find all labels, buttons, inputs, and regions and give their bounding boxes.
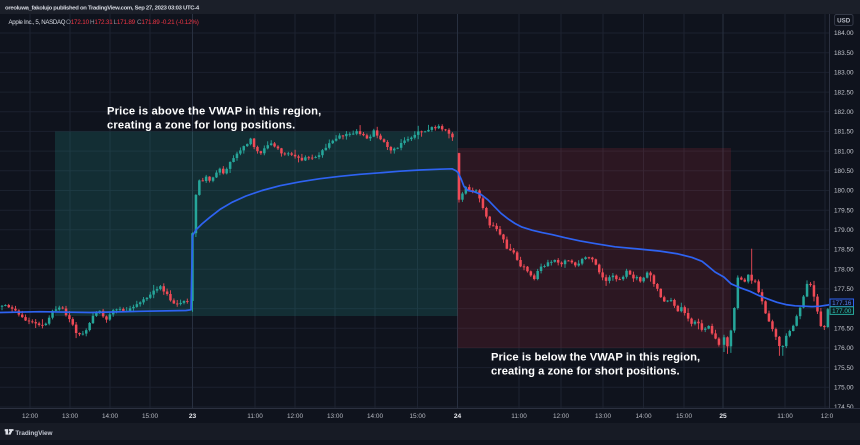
- svg-text:177.50: 177.50: [834, 286, 854, 293]
- svg-text:174.50: 174.50: [834, 404, 854, 411]
- svg-text:H172.31: H172.31: [90, 19, 113, 26]
- svg-text:25: 25: [719, 413, 727, 420]
- svg-text:14:00: 14:00: [636, 413, 652, 420]
- svg-text:179.50: 179.50: [834, 207, 854, 214]
- svg-text:15:00: 15:00: [676, 413, 692, 420]
- svg-text:11:00: 11:00: [247, 413, 263, 420]
- svg-text:182.00: 182.00: [834, 109, 854, 116]
- svg-text:12:00: 12:00: [22, 413, 38, 420]
- svg-text:177.16: 177.16: [832, 300, 852, 307]
- svg-text:15:00: 15:00: [410, 413, 426, 420]
- svg-text:TradingView: TradingView: [15, 430, 52, 437]
- svg-text:L171.89: L171.89: [114, 19, 136, 26]
- svg-text:175.50: 175.50: [834, 365, 854, 372]
- svg-text:O172.10: O172.10: [66, 19, 90, 26]
- svg-text:24: 24: [454, 413, 462, 420]
- svg-text:C171.89: C171.89: [137, 19, 160, 26]
- svg-text:23: 23: [189, 413, 197, 420]
- svg-text:12:00: 12:00: [553, 413, 569, 420]
- svg-text:Price is below the VWAP in thi: Price is below the VWAP in this region,: [491, 351, 700, 363]
- svg-text:183.00: 183.00: [834, 70, 854, 77]
- svg-text:176.50: 176.50: [834, 326, 854, 333]
- svg-text:14:00: 14:00: [102, 413, 118, 420]
- svg-text:12:00: 12:00: [287, 413, 303, 420]
- svg-text:11:00: 11:00: [511, 413, 527, 420]
- svg-text:178.00: 178.00: [834, 266, 854, 273]
- svg-text:creating a zone for short posi: creating a zone for short positions.: [491, 365, 680, 377]
- svg-text:14:00: 14:00: [367, 413, 383, 420]
- svg-text:183.50: 183.50: [834, 50, 854, 57]
- svg-text:Apple Inc., 5, NASDAQ: Apple Inc., 5, NASDAQ: [9, 19, 66, 26]
- svg-text:178.50: 178.50: [834, 247, 854, 254]
- svg-text:oreoluwa_fakolujo published on: oreoluwa_fakolujo published on TradingVi…: [5, 5, 200, 11]
- svg-text:13:00: 13:00: [327, 413, 343, 420]
- svg-text:creating a zone for long posit: creating a zone for long positions.: [107, 120, 295, 132]
- svg-text:176.00: 176.00: [834, 345, 854, 352]
- svg-text:15:00: 15:00: [142, 413, 158, 420]
- svg-text:12:0: 12:0: [821, 413, 834, 420]
- svg-text:177.00: 177.00: [832, 308, 852, 315]
- svg-text:182.50: 182.50: [834, 89, 854, 96]
- svg-text:-0.21 (-0.12%): -0.21 (-0.12%): [161, 19, 199, 26]
- svg-text:181.00: 181.00: [834, 148, 854, 155]
- svg-text:11:00: 11:00: [777, 413, 793, 420]
- svg-text:179.00: 179.00: [834, 227, 854, 234]
- svg-text:184.00: 184.00: [834, 30, 854, 37]
- svg-text:180.00: 180.00: [834, 188, 854, 195]
- svg-text:USD: USD: [837, 17, 851, 24]
- svg-text:13:00: 13:00: [62, 413, 78, 420]
- svg-text:180.50: 180.50: [834, 168, 854, 175]
- svg-text:13:00: 13:00: [595, 413, 611, 420]
- svg-text:Price is above the VWAP in thi: Price is above the VWAP in this region,: [107, 106, 321, 118]
- svg-text:175.00: 175.00: [834, 385, 854, 392]
- svg-text:181.50: 181.50: [834, 129, 854, 136]
